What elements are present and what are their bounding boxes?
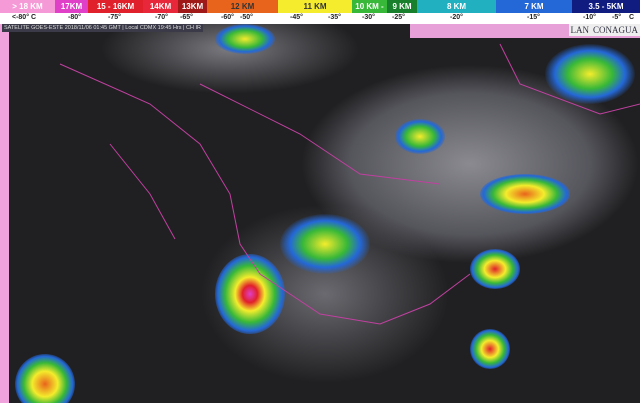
temp-label: -10° xyxy=(583,14,596,21)
satellite-image xyxy=(0,24,640,403)
political-boundaries xyxy=(59,43,640,325)
storm-cell xyxy=(15,354,75,403)
temp-label: -50° xyxy=(240,14,253,21)
legend-item: 14KM xyxy=(143,0,178,13)
temp-label: -70° xyxy=(155,14,168,21)
temp-label: <-80° C xyxy=(12,14,37,21)
legend-item: 11 KM xyxy=(278,0,352,13)
hurricane-core xyxy=(215,254,285,334)
legend-item: 15 - 16KM xyxy=(88,0,143,13)
temp-label: -35° xyxy=(328,14,341,21)
legend-item: 17KM xyxy=(55,0,88,13)
temp-label: -5° xyxy=(612,14,622,21)
storm-cell xyxy=(470,329,510,369)
conagua-logo: CONAGUA xyxy=(593,25,638,35)
storm-cell xyxy=(395,119,445,154)
image-caption: SATELITE GOES-ESTE 2018/11/06 01:45 GMT … xyxy=(2,24,203,32)
temp-label: -65° xyxy=(180,14,193,21)
storm-cell xyxy=(480,174,570,214)
storm-cell xyxy=(215,24,275,54)
storm-cell xyxy=(545,44,635,104)
legend-item: 13KM xyxy=(178,0,207,13)
temp-label: -80° xyxy=(68,14,81,21)
temperature-scale: <-80° C -80° -75° -70° -65° -60° -50° -4… xyxy=(0,13,640,24)
temp-label: -60° xyxy=(221,14,234,21)
temp-label: -45° xyxy=(290,14,303,21)
legend-item: 10 KM - xyxy=(352,0,387,13)
legend-item: 9 KM xyxy=(387,0,417,13)
altitude-color-legend: > 18 KM 17KM 15 - 16KM 14KM 13KM 12 KM 1… xyxy=(0,0,640,13)
legend-item: 8 KM xyxy=(417,0,496,13)
temp-label: -25° xyxy=(392,14,405,21)
temp-label: -20° xyxy=(450,14,463,21)
temp-label: -30° xyxy=(362,14,375,21)
legend-item: > 18 KM xyxy=(0,0,55,13)
legend-item: 7 KM xyxy=(496,0,572,13)
legend-item: 12 KM xyxy=(207,0,278,13)
legend-item: 3.5 - 5KM xyxy=(572,0,640,13)
lan-logo: LAN xyxy=(570,25,590,35)
storm-cell xyxy=(470,249,520,289)
logos: LAN CONAGUA xyxy=(568,24,640,36)
left-border-strip xyxy=(0,24,9,403)
temp-label: -15° xyxy=(527,14,540,21)
temp-label: C xyxy=(629,14,635,21)
storm-cell xyxy=(280,214,370,274)
temp-label: -75° xyxy=(108,14,121,21)
